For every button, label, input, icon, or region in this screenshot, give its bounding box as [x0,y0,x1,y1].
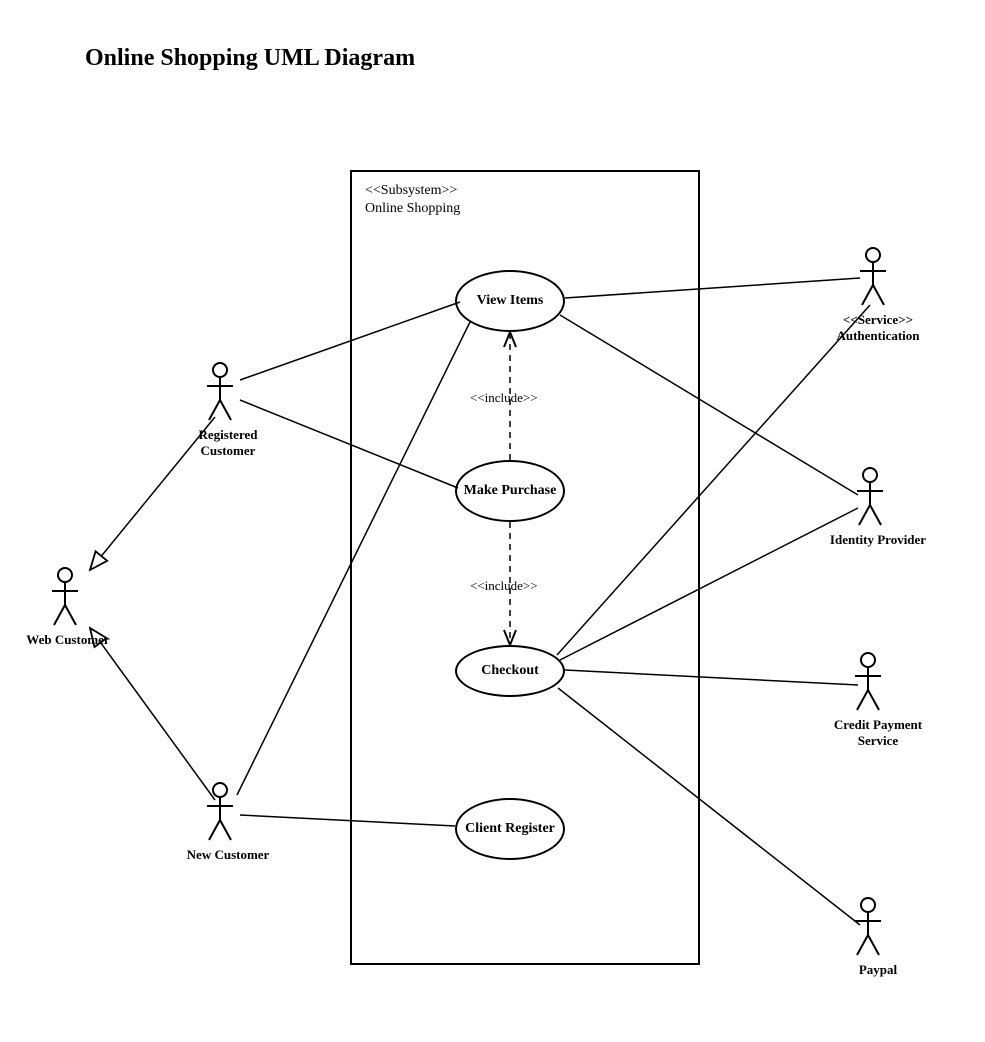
diagram-title: Online Shopping UML Diagram [85,45,415,72]
usecase-make-purchase: Make Purchase [455,460,565,522]
system-name: Online Shopping [365,201,460,216]
usecase-checkout: Checkout [455,645,565,697]
usecase-client-register: Client Register [455,798,565,860]
usecase-view-items: View Items [455,270,565,332]
actor-label-identity-provider: Identity Provider [828,532,928,548]
system-label: <<Subsystem>> Online Shopping [365,182,460,218]
actor-label-new-customer: New Customer [178,847,278,863]
actor-label-paypal: Paypal [828,962,928,978]
actor-label-credit-payment: Credit Payment Service [828,717,928,748]
actor-label-registered-customer: Registered Customer [178,427,278,458]
include-label-1: <<include>> [470,390,538,406]
actor-label-web-customer: Web Customer [18,632,118,648]
system-stereotype: <<Subsystem>> [365,183,457,198]
actor-label-authentication: <<Service>> Authentication [828,312,928,343]
include-label-2: <<include>> [470,578,538,594]
